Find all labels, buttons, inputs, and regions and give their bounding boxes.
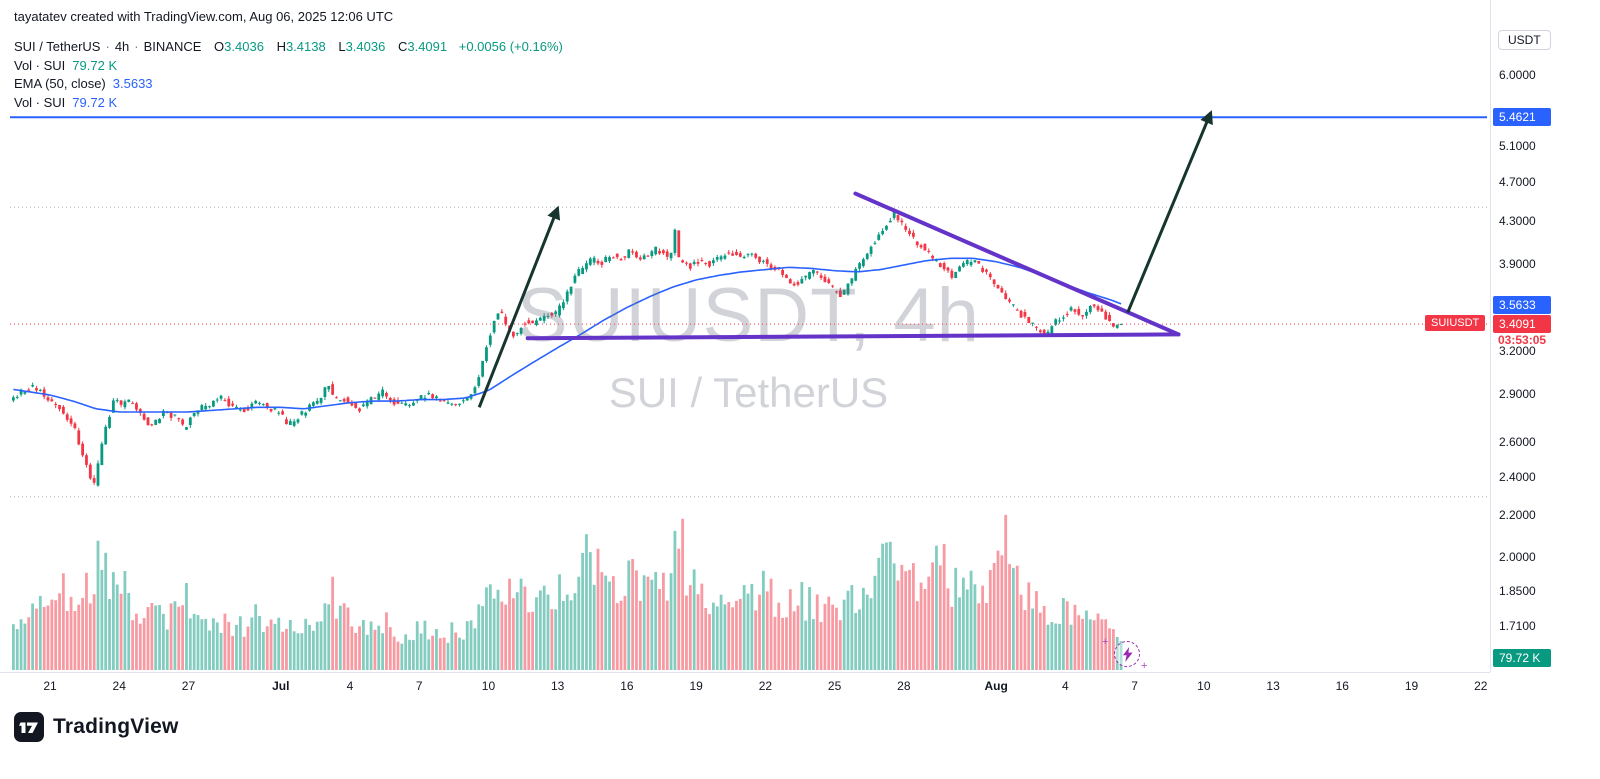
candlestick-series xyxy=(11,208,1123,487)
indicator-label: Vol · SUI xyxy=(14,94,66,110)
dotted-level-lines xyxy=(10,206,1487,498)
price-axis-label: 2.2000 xyxy=(1499,508,1536,523)
indicator-value: 79.72 K xyxy=(72,94,118,110)
symbol-legend-row[interactable]: SUI / TetherUS · 4h · BINANCE O3.4036 H3.413… xyxy=(14,38,563,57)
last-price-badge: 3.4091 xyxy=(1493,315,1551,334)
tradingview-logo-mark xyxy=(14,712,44,742)
separator: · xyxy=(134,39,139,54)
time-axis-label: 16 xyxy=(620,679,634,693)
bar-countdown: 03:53:05 xyxy=(1498,333,1547,348)
close-value: 3.4091 xyxy=(407,39,448,54)
interval-label: 4h xyxy=(114,39,130,54)
currency-toggle-button[interactable]: USDT xyxy=(1498,30,1551,50)
open-key: O xyxy=(214,39,225,54)
time-axis-label: 7 xyxy=(1131,679,1138,693)
indicator-legend-row[interactable]: Vol · SUI 79.72 K xyxy=(14,94,563,113)
time-axis-label: Jul xyxy=(272,679,290,693)
lightning-icon[interactable] xyxy=(1114,641,1140,667)
change-value: +0.0056 (+0.16%) xyxy=(458,39,563,54)
time-axis-label: 22 xyxy=(1474,679,1488,693)
exchange-label: BINANCE xyxy=(143,39,202,54)
time-axis-label: 10 xyxy=(481,679,496,693)
indicator-value: 79.72 K xyxy=(72,57,118,73)
time-axis-label: 24 xyxy=(112,679,126,693)
price-axis-label: 2.4000 xyxy=(1499,470,1536,485)
price-axis-label: 1.7100 xyxy=(1499,618,1536,633)
high-key: H xyxy=(276,39,286,54)
time-axis-label: 4 xyxy=(1062,679,1069,693)
time-axis-label: 19 xyxy=(1404,679,1419,693)
price-axis-label: 1.8500 xyxy=(1499,584,1536,599)
sparkle-plus-icon: + xyxy=(1102,636,1109,648)
time-axis-label: 27 xyxy=(181,679,196,693)
price-axis-label: 5.1000 xyxy=(1499,139,1536,154)
chart-legend: SUI / TetherUS · 4h · BINANCE O3.4036 H3.413… xyxy=(14,38,563,112)
indicator-value: 3.5633 xyxy=(112,76,153,91)
price-axis-label: 2.0000 xyxy=(1499,550,1536,565)
indicator-label: Vol · SUI xyxy=(14,57,66,73)
volume-series xyxy=(11,514,1123,670)
lightning-glyph xyxy=(1122,646,1133,662)
time-axis-label: 28 xyxy=(897,679,911,693)
symbol-name: SUI / TetherUS xyxy=(14,39,101,54)
ema-50-line xyxy=(13,257,1122,413)
indicator-legend-row[interactable]: EMA (50, close) 3.5633 xyxy=(14,75,563,94)
low-value: 3.4036 xyxy=(345,39,386,54)
attribution-text: tayatatev created with TradingView.com, … xyxy=(14,9,394,24)
indicator-label: EMA (50, close) xyxy=(14,76,106,91)
price-axis-label: 4.3000 xyxy=(1499,214,1536,229)
price-axis-label: 6.0000 xyxy=(1499,68,1536,83)
ema-price-badge: 3.5633 xyxy=(1493,295,1551,314)
time-axis-label: 16 xyxy=(1335,679,1349,693)
low-key: L xyxy=(338,39,346,54)
time-axis-label: 4 xyxy=(346,679,354,693)
separator: · xyxy=(105,39,110,54)
time-axis-label: 13 xyxy=(551,679,565,693)
time-axis-label: 10 xyxy=(1197,679,1211,693)
price-axis[interactable]: USDT 6.0000 5.1000 4.7000 4.3000 3.9000 3.200… xyxy=(1490,0,1600,672)
target-price-badge: 5.4621 xyxy=(1493,108,1551,127)
time-axis-label: 7 xyxy=(415,679,423,693)
price-axis-label: 3.9000 xyxy=(1499,257,1536,272)
price-axis-label: 3.2000 xyxy=(1499,343,1536,358)
time-axis-label: 25 xyxy=(827,679,842,693)
time-axis-label: 19 xyxy=(689,679,703,693)
brand-name: TradingView xyxy=(53,715,179,738)
time-axis-label: 21 xyxy=(43,679,57,693)
price-axis-label: 2.6000 xyxy=(1499,434,1536,449)
high-value: 3.4138 xyxy=(285,39,326,54)
time-axis-label: 22 xyxy=(758,679,773,693)
close-key: C xyxy=(397,39,408,54)
indicator-legend-row[interactable]: Vol · SUI 79.72 K xyxy=(14,57,563,76)
time-axis-label: Aug xyxy=(984,679,1008,693)
time-axis-label: 13 xyxy=(1266,679,1280,693)
open-value: 3.4036 xyxy=(224,39,264,54)
price-axis-label: 4.7000 xyxy=(1499,175,1536,190)
time-axis[interactable]: 21 24 27 Jul 4 7 10 13 16 19 22 25 28 Aug 4 7 10 13 16 19 22 xyxy=(0,672,1490,701)
volume-badge: 79.72 K xyxy=(1493,649,1551,667)
last-price-symbol-tag: SUIUSDT xyxy=(1425,315,1486,332)
price-axis-label: 2.9000 xyxy=(1499,387,1536,401)
tradingview-logo[interactable]: TradingView xyxy=(14,712,179,742)
sparkle-plus-icon: + xyxy=(1141,660,1148,672)
